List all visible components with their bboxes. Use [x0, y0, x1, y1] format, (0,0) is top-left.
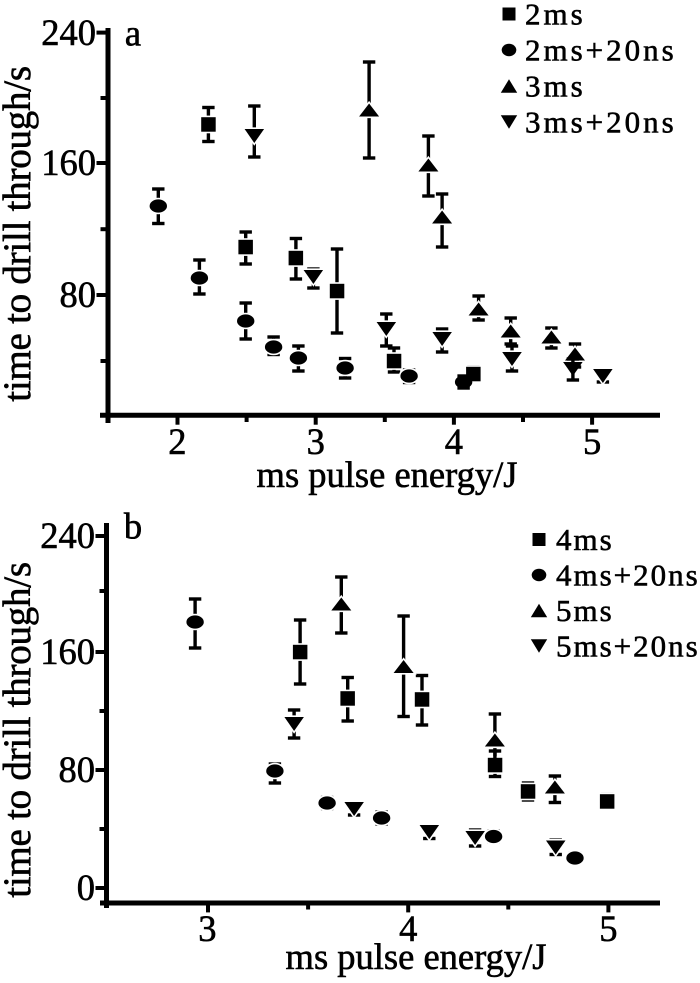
svg-text:2ms: 2ms	[525, 0, 586, 32]
svg-text:2ms+20ns: 2ms+20ns	[525, 33, 677, 68]
svg-text:4: 4	[445, 421, 463, 462]
svg-text:5: 5	[599, 908, 617, 949]
svg-text:4ms: 4ms	[556, 522, 614, 557]
svg-text:240: 240	[41, 12, 96, 53]
svg-text:3: 3	[198, 908, 216, 949]
svg-text:4ms+20ns: 4ms+20ns	[556, 558, 700, 593]
svg-text:time to drill through/s: time to drill through/s	[0, 66, 39, 401]
svg-text:ms pulse energy/J: ms pulse energy/J	[286, 936, 547, 977]
svg-text:time to drill through/s: time to drill through/s	[0, 562, 39, 897]
svg-text:5ms+20ns: 5ms+20ns	[556, 629, 700, 664]
svg-text:80: 80	[60, 274, 97, 315]
svg-text:ms pulse energy/J: ms pulse energy/J	[257, 454, 518, 495]
svg-text:160: 160	[41, 142, 96, 183]
svg-text:a: a	[125, 13, 141, 54]
svg-text:0: 0	[77, 867, 95, 908]
svg-text:80: 80	[59, 749, 96, 790]
svg-text:240: 240	[40, 515, 95, 556]
svg-text:160: 160	[40, 631, 95, 672]
svg-text:5: 5	[583, 421, 601, 462]
svg-text:5ms: 5ms	[556, 593, 614, 628]
svg-text:3ms: 3ms	[525, 69, 586, 104]
svg-text:2: 2	[168, 421, 186, 462]
svg-text:3ms+20ns: 3ms+20ns	[525, 105, 677, 140]
svg-text:b: b	[124, 506, 142, 547]
svg-text:3: 3	[307, 421, 325, 462]
svg-text:4: 4	[399, 908, 417, 949]
